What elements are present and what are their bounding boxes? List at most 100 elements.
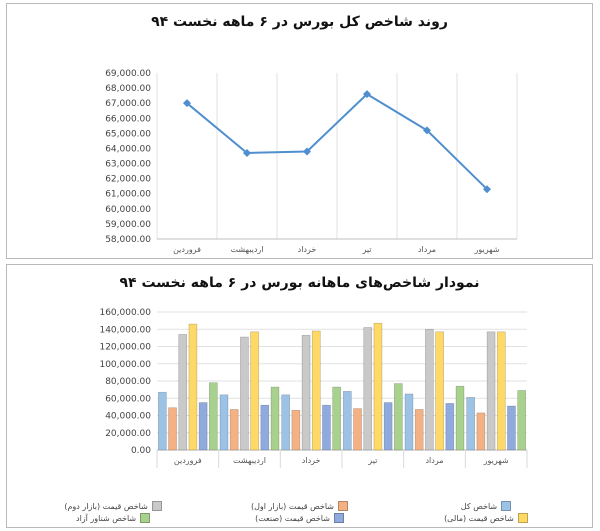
line-y-tick-label: 65,000.00 [105, 129, 151, 139]
bar-mark [198, 402, 208, 451]
bar-mark [332, 386, 341, 451]
bar-mark [394, 383, 403, 451]
line-chart-svg: 58,000.00 59,000.00 60,000.00 61,000.00 62,0… [105, 69, 518, 254]
line-y-tick-label: 67,000.00 [105, 99, 151, 109]
bar-mark [373, 322, 383, 451]
bar-y-tick-label: 0.00 [131, 446, 151, 456]
bar-mark [404, 393, 414, 451]
bar-y-tick-label: 160,000.00 [99, 308, 151, 318]
line-series-path [186, 92, 488, 190]
line-x-tick-label: اردیبهشت [231, 245, 264, 254]
bar-chart-svg: 0.00 20,000.00 40,000.00 60,000.00 80,000.00… [99, 308, 528, 468]
bar-mark [486, 331, 496, 451]
bar-mark [425, 328, 434, 451]
line-y-tick-label: 58,000.00 [105, 235, 151, 245]
legend-item: شاخص شناور آزاد [20, 513, 206, 523]
bar-x-tick-label: اردیبهشت [233, 456, 266, 465]
bar-x-tick-label: تیر [367, 456, 377, 465]
bar-mark [435, 331, 444, 451]
bar-x-tick-label: شهریور [483, 456, 509, 465]
bar-y-tick-label: 120,000.00 [99, 343, 151, 353]
legend-item: شاخص قیمت (مالی) [393, 513, 579, 523]
line-y-tick-label: 63,000.00 [105, 160, 151, 170]
bar-mark [414, 409, 424, 451]
line-data-point [483, 185, 491, 194]
legend-label: شاخص کل [460, 501, 498, 511]
line-x-tick-label: مرداد [418, 245, 436, 254]
line-x-tick-label: فروردین [173, 245, 201, 254]
legend-item: شاخص قیمت (بازار اول) [206, 501, 392, 511]
line-data-point [243, 148, 251, 157]
line-y-tick-label: 59,000.00 [105, 220, 151, 230]
bar-chart-legend: شاخص کل شاخص قیمت (بازار اول) شاخص قیمت (ب… [17, 501, 582, 523]
bar-mark [260, 404, 270, 451]
bar-mark [445, 403, 455, 451]
bar-x-tick-label: مرداد [425, 456, 443, 465]
line-chart-title: روند شاخص کل بورس در ۶ ماهه نخست ۹۴ [151, 14, 448, 30]
legend-item: شاخص قیمت (بازار دوم) [20, 501, 206, 511]
line-data-point [423, 126, 431, 135]
bar-mark [311, 330, 321, 451]
bar-mark [455, 385, 465, 451]
bar-mark [496, 331, 506, 451]
bar-y-tick-label: 140,000.00 [99, 325, 151, 335]
bar-mark [383, 402, 393, 451]
line-data-point [303, 147, 311, 156]
legend-item: شاخص کل [393, 501, 579, 511]
bar-mark [507, 405, 516, 451]
legend-swatch [140, 513, 151, 523]
bar-mark [209, 382, 218, 451]
line-y-tick-label: 60,000.00 [105, 205, 151, 215]
line-y-tick-label: 68,000.00 [105, 84, 151, 94]
legend-swatch [151, 501, 162, 511]
line-y-tick-label: 61,000.00 [105, 190, 151, 200]
bar-mark [322, 404, 331, 451]
legend-label: شاخص قیمت (مالی) [444, 513, 514, 523]
line-data-point [183, 99, 191, 108]
bar-mark [229, 409, 239, 451]
bar-mark [281, 394, 290, 451]
bar-mark [466, 397, 475, 451]
bar-y-tick-label: 100,000.00 [99, 360, 151, 370]
legend-label: شاخص قیمت (بازار دوم) [64, 501, 148, 511]
line-y-tick-label: 69,000.00 [105, 69, 151, 79]
bar-mark [178, 334, 188, 451]
legend-label: شاخص قیمت (بازار اول) [251, 501, 334, 511]
bar-mark [301, 334, 311, 451]
bar-mark [343, 391, 352, 451]
bar-x-tick-label: خرداد [302, 456, 321, 465]
bar-chart-title: نمودار شاخص‌های ماهانه بورس در ۶ ماهه نخ… [119, 275, 480, 291]
legend-label: شاخص قیمت (صنعت) [255, 513, 330, 523]
bar-mark [158, 391, 167, 451]
bar-y-tick-label: 60,000.00 [105, 394, 151, 404]
legend-swatch [501, 501, 512, 511]
legend-swatch [517, 513, 528, 523]
legend-swatch [333, 513, 344, 523]
legend-swatch [338, 501, 348, 511]
bar-mark [240, 336, 249, 451]
legend-label: شاخص شناور آزاد [76, 513, 137, 523]
line-x-tick-label: تیر [361, 245, 371, 254]
line-x-tick-label: شهریور [473, 245, 499, 254]
line-data-point [363, 90, 371, 99]
line-x-tick-label: خرداد [298, 245, 317, 254]
bar-mark [219, 394, 229, 451]
bar-mark [250, 331, 259, 451]
bar-chart-panel: نمودار شاخص‌های ماهانه بورس در ۶ ماهه نخ… [6, 264, 593, 528]
bar-mark [517, 390, 526, 451]
bar-x-tick-label: فروردین [174, 456, 202, 465]
bar-mark [168, 407, 177, 451]
line-y-tick-label: 62,000.00 [105, 175, 151, 185]
line-y-tick-label: 64,000.00 [105, 144, 151, 154]
bar-mark [270, 386, 280, 451]
bar-mark [188, 323, 198, 451]
bar-y-tick-label: 80,000.00 [105, 377, 151, 387]
bar-mark [363, 327, 373, 451]
bar-y-tick-label: 40,000.00 [105, 412, 151, 422]
legend-item: شاخص قیمت (صنعت) [206, 513, 392, 523]
bar-mark [291, 410, 301, 451]
bar-mark [353, 408, 362, 451]
line-y-tick-label: 66,000.00 [105, 114, 151, 124]
bar-y-tick-label: 20,000.00 [105, 429, 151, 439]
line-chart-panel: روند شاخص کل بورس در ۶ ماهه نخست ۹۴ 58,0… [6, 3, 593, 259]
